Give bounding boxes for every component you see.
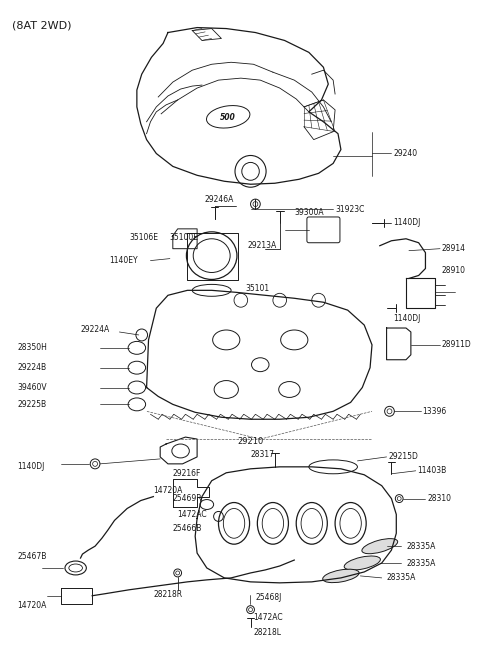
Text: 25468J: 25468J: [255, 593, 282, 602]
Ellipse shape: [344, 556, 380, 570]
Text: 29224B: 29224B: [17, 363, 47, 372]
Text: 28335A: 28335A: [406, 542, 435, 550]
Text: 11403B: 11403B: [418, 467, 447, 475]
Text: 14720A: 14720A: [154, 486, 183, 495]
Text: 28317: 28317: [251, 450, 275, 459]
Text: 14720A: 14720A: [17, 601, 47, 610]
Text: 25467B: 25467B: [17, 552, 47, 560]
Text: 29224A: 29224A: [81, 325, 110, 335]
Text: 28335A: 28335A: [406, 558, 435, 568]
Text: 500: 500: [220, 114, 236, 122]
Text: 29213A: 29213A: [248, 241, 277, 250]
Text: 29210: 29210: [238, 436, 264, 446]
Text: 28350H: 28350H: [17, 343, 47, 352]
Text: 29215D: 29215D: [388, 452, 419, 461]
Ellipse shape: [323, 569, 359, 583]
Text: 35101: 35101: [246, 284, 270, 293]
Text: 28914: 28914: [442, 244, 466, 253]
Text: 29240: 29240: [394, 149, 418, 158]
Text: 1140DJ: 1140DJ: [394, 218, 421, 228]
Text: 25466B: 25466B: [173, 524, 202, 533]
Text: 29225B: 29225B: [17, 400, 47, 409]
Text: 28218R: 28218R: [154, 590, 182, 599]
Text: 1472AC: 1472AC: [253, 613, 283, 622]
Text: 35106E: 35106E: [129, 233, 158, 242]
Text: 1140DJ: 1140DJ: [394, 314, 421, 323]
Text: 35100E: 35100E: [170, 233, 199, 242]
Text: 28335A: 28335A: [386, 574, 416, 582]
Text: 28910: 28910: [442, 266, 466, 275]
Text: 29246A: 29246A: [205, 195, 234, 204]
Text: 28310: 28310: [427, 494, 451, 503]
Text: (8AT 2WD): (8AT 2WD): [12, 20, 72, 30]
Text: 28911D: 28911D: [442, 341, 472, 349]
Text: 1472AC: 1472AC: [178, 510, 207, 519]
Text: 29216F: 29216F: [173, 469, 201, 478]
Text: 39300A: 39300A: [294, 209, 324, 218]
Text: 31923C: 31923C: [335, 205, 364, 214]
Text: 13396: 13396: [422, 407, 447, 416]
Ellipse shape: [362, 539, 397, 554]
Text: 1140DJ: 1140DJ: [17, 463, 45, 471]
Text: 39460V: 39460V: [17, 383, 47, 392]
Text: 1140EY: 1140EY: [109, 256, 138, 265]
Text: 25469R: 25469R: [173, 494, 203, 503]
Text: 28218L: 28218L: [253, 628, 281, 637]
